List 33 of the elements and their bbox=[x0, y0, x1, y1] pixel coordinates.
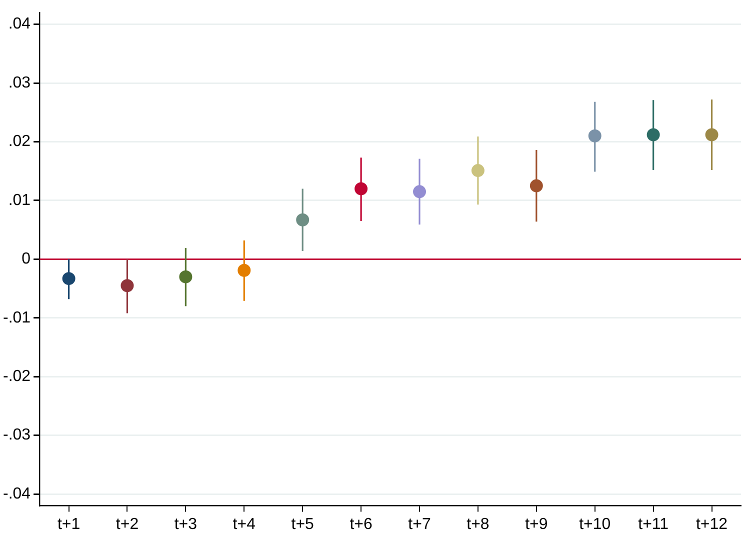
x-tick-label: t+7 bbox=[408, 516, 431, 533]
y-tick-label: .02 bbox=[8, 133, 31, 150]
point bbox=[296, 213, 310, 226]
y-tick-label: .03 bbox=[8, 74, 31, 92]
point bbox=[354, 182, 368, 196]
y-tick-label: -.03 bbox=[2, 426, 31, 444]
y-tick-label: -.04 bbox=[2, 485, 31, 502]
x-tick-label: t+6 bbox=[350, 516, 373, 533]
point bbox=[646, 128, 660, 142]
x-tick-label: t+4 bbox=[232, 516, 256, 533]
x-tick-label: t+12 bbox=[696, 516, 728, 533]
y-tick-label: .01 bbox=[8, 192, 31, 209]
point bbox=[179, 270, 192, 284]
y-tick-label: .04 bbox=[8, 16, 31, 33]
point bbox=[413, 185, 426, 198]
x-tick-label: t+10 bbox=[579, 516, 611, 533]
x-tick-label: t+8 bbox=[466, 516, 490, 533]
x-tick-label: t+9 bbox=[525, 516, 548, 533]
point bbox=[530, 179, 543, 192]
y-tick-label: -.01 bbox=[2, 309, 31, 326]
point bbox=[588, 129, 602, 142]
point bbox=[120, 279, 134, 292]
x-tick-label: t+3 bbox=[174, 516, 198, 533]
x-tick-label: t+1 bbox=[57, 516, 80, 533]
y-tick-label: 0 bbox=[22, 250, 31, 268]
y-tick-label: -.02 bbox=[2, 368, 31, 386]
x-tick-label: t+2 bbox=[116, 516, 139, 533]
point bbox=[705, 128, 718, 142]
point bbox=[471, 164, 484, 178]
point bbox=[62, 272, 76, 286]
point bbox=[238, 264, 251, 277]
x-tick-label: t+11 bbox=[638, 516, 669, 533]
x-tick-label: t+5 bbox=[291, 516, 314, 533]
